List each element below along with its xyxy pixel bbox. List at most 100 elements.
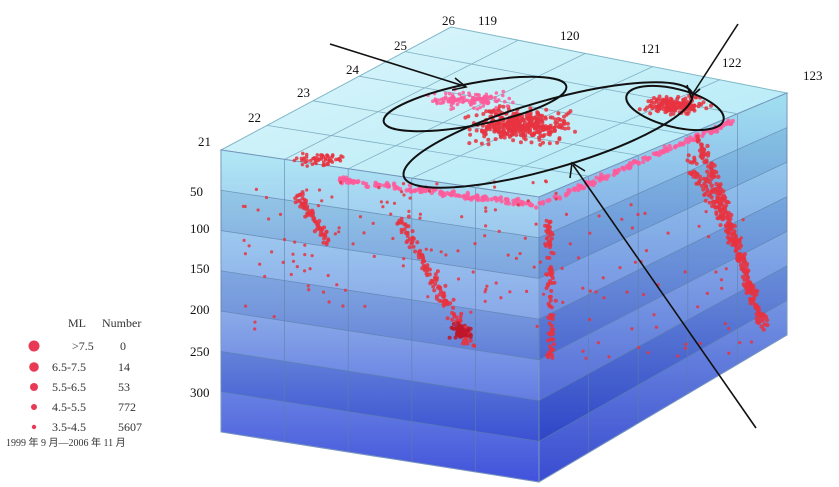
hypocenter-marker [601,276,605,280]
hypocenter-marker [385,200,389,204]
hypocenter-marker [695,172,700,177]
hypocenter-marker [563,126,567,131]
hypocenter-marker [516,203,520,207]
hypocenter-marker [652,96,656,100]
right-depth-band [539,231,787,401]
hypocenter-marker [382,183,387,188]
hypocenter-marker [263,274,267,279]
hypocenter-marker [463,325,468,329]
hypocenter-marker [467,127,472,132]
legend-header-ml: ML [68,316,86,330]
hypocenter-marker [454,315,459,320]
hypocenter-marker [553,298,558,303]
hypocenter-marker [720,217,725,222]
hypocenter-marker [330,155,334,159]
hypocenter-marker [444,253,448,257]
hypocenter-marker [691,103,696,108]
hypocenter-marker [696,137,701,143]
hypocenter-marker [511,100,515,105]
hypocenter-marker [591,182,596,188]
hypocenter-marker [535,112,540,116]
hypocenter-marker [720,286,724,290]
hypocenter-marker [508,290,512,294]
hypocenter-marker [418,248,423,253]
hypocenter-marker [700,155,705,161]
depth-label: 200 [190,302,210,317]
hypocenter-marker [533,121,538,126]
legend-ml-range: >7.5 [72,339,94,353]
hypocenter-marker [402,193,406,197]
depth-gridline [220,189,540,239]
hypocenter-marker [337,226,341,230]
front-depth-band [221,391,539,482]
depth-labels: 50 100 150 200 250 300 [190,184,210,400]
hypocenter-marker [524,126,529,131]
hypocenter-marker [408,189,414,194]
hypocenter-marker [550,115,555,120]
hypocenter-marker [399,230,404,235]
hypocenter-marker [688,160,693,165]
hypocenter-marker [524,116,529,121]
hypocenter-marker [725,235,730,240]
hypocenter-marker [710,173,715,179]
hypocenter-marker [553,124,558,129]
hypocenter-marker [520,132,525,137]
lat-label: 21 [198,134,211,149]
hypocenter-marker [709,183,714,188]
hypocenter-marker [461,90,466,95]
hypocenter-marker [664,147,670,152]
hypocenter-marker [642,293,646,297]
hypocenter-marker [670,107,674,111]
hypocenter-marker [544,286,549,291]
hypocenter-marker [321,155,326,159]
hypocenter-marker [489,94,493,99]
hypocenter-marker [449,96,453,100]
hypocenter-marker [714,270,718,274]
hypocenter-marker [551,233,555,237]
hypocenter-marker [584,356,588,360]
hypocenter-marker [326,273,330,278]
hypocenter-marker [535,324,539,328]
hypocenter-marker [546,132,551,136]
hypocenter-marker [372,254,376,258]
hypocenter-marker [560,266,564,270]
hypocenter-marker [565,121,570,126]
hypocenter-marker [683,101,687,106]
hypocenter-marker [666,99,671,104]
hypocenter-marker [410,229,415,234]
hypocenter-marker [686,153,691,158]
hypocenter-marker [323,163,327,167]
hypocenter-marker [444,299,449,303]
hypocenter-marker [577,184,582,189]
hypocenter-marker [546,301,551,306]
hypocenter-marker [516,120,521,125]
hypocenter-marker [701,187,706,192]
hypocenter-marker [713,199,718,204]
hypocenter-marker [515,198,520,203]
hypocenter-marker [654,325,659,329]
lat-label: 22 [248,110,261,125]
hypocenter-marker [524,113,529,118]
hypocenter-marker [718,208,723,213]
hypocenter-marker [305,188,309,192]
legend-ml-range: 4.5-5.5 [52,400,86,414]
hypocenter-marker [684,342,688,346]
hypocenter-marker [548,344,552,349]
hypocenter-marker [281,260,285,264]
hypocenter-marker [312,156,316,161]
hypocenter-marker [479,100,483,104]
hypocenter-marker [680,141,685,146]
hypocenter-marker [300,158,304,163]
hypocenter-marker [568,109,573,114]
hypocenter-marker [547,243,552,247]
hypocenter-marker [321,240,326,245]
hypocenter-marker [552,280,557,285]
hypocenter-marker [547,295,552,299]
hypocenter-marker [456,249,460,253]
hypocenter-marker [683,270,687,274]
hypocenter-marker [317,219,322,223]
hypocenter-marker [450,310,455,315]
hypocenter-marker [451,189,456,194]
hypocenter-marker [468,338,473,343]
hypocenter-marker [701,131,706,136]
